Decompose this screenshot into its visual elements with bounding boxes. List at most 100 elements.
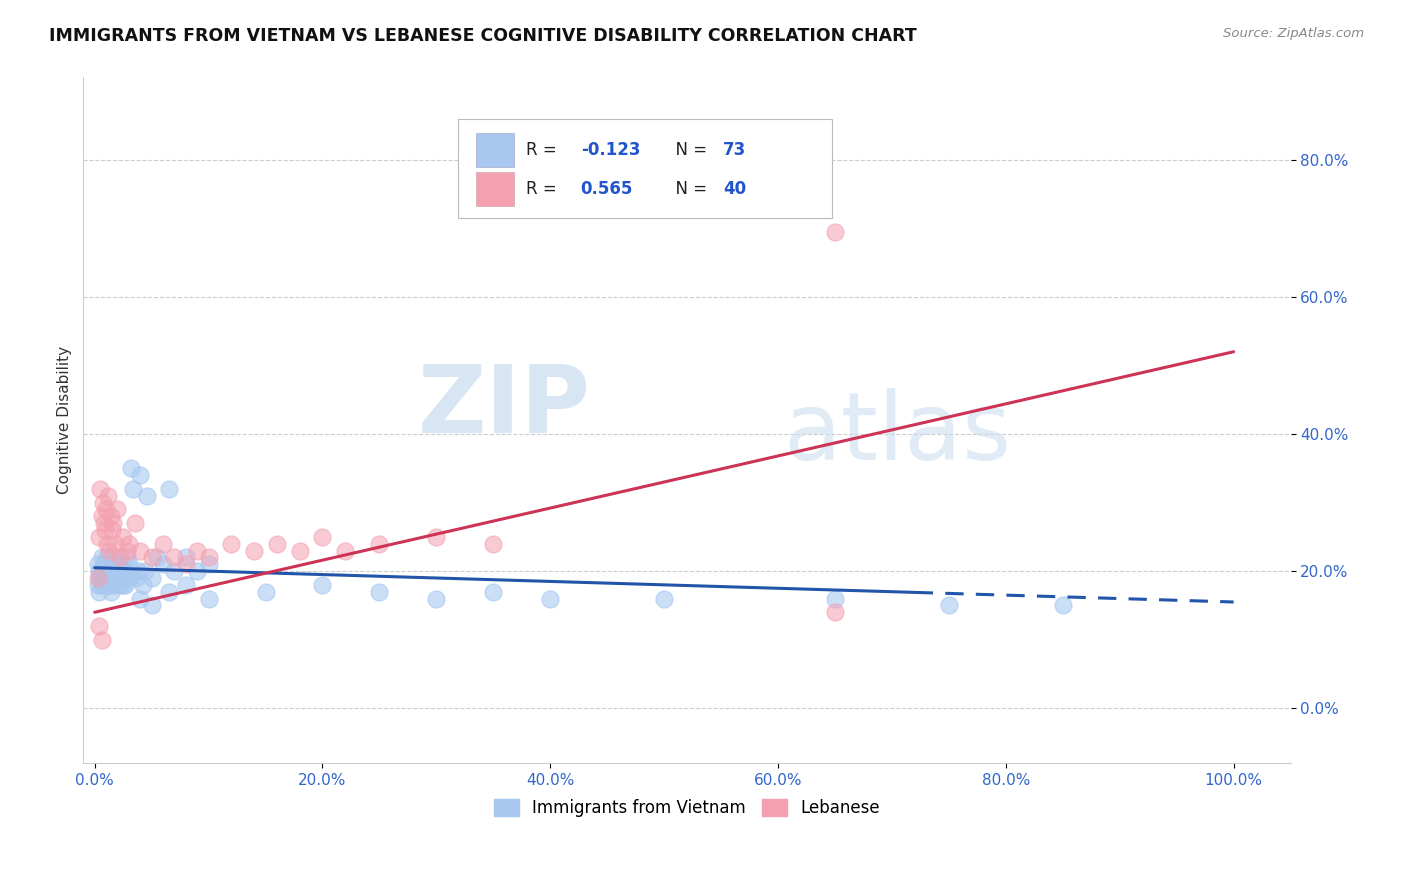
FancyBboxPatch shape	[475, 172, 515, 206]
FancyBboxPatch shape	[475, 133, 515, 167]
Point	[425, 591, 447, 606]
Point	[266, 537, 288, 551]
Point	[197, 558, 219, 572]
Point	[129, 591, 152, 606]
Point	[107, 571, 129, 585]
Point	[131, 578, 153, 592]
Point	[311, 578, 333, 592]
Point	[824, 591, 846, 606]
Point	[112, 564, 135, 578]
Point	[87, 558, 110, 572]
Point	[98, 543, 121, 558]
Point	[197, 591, 219, 606]
Point	[108, 578, 131, 592]
Point	[91, 495, 114, 509]
Point	[90, 550, 112, 565]
Point	[94, 571, 117, 585]
Point	[118, 571, 141, 585]
Point	[89, 619, 111, 633]
Point	[425, 530, 447, 544]
Point	[87, 578, 110, 592]
Point	[90, 578, 112, 592]
Point	[101, 516, 124, 530]
Point	[163, 550, 186, 565]
Text: N =: N =	[665, 141, 713, 159]
Point	[157, 482, 180, 496]
Point	[141, 571, 163, 585]
Point	[824, 225, 846, 239]
Point	[174, 558, 197, 572]
Point	[87, 571, 110, 585]
Legend: Immigrants from Vietnam, Lebanese: Immigrants from Vietnam, Lebanese	[486, 792, 887, 823]
Point	[98, 578, 121, 592]
Point	[97, 564, 120, 578]
Point	[101, 571, 124, 585]
Point	[482, 537, 505, 551]
Point	[118, 537, 141, 551]
Point	[111, 571, 134, 585]
Point	[652, 591, 675, 606]
Point	[221, 537, 243, 551]
Point	[136, 489, 159, 503]
Text: 73: 73	[723, 141, 747, 159]
Point	[157, 584, 180, 599]
Point	[152, 558, 174, 572]
Point	[90, 632, 112, 647]
Point	[89, 584, 111, 599]
Text: 0.565: 0.565	[581, 180, 633, 198]
Point	[100, 523, 122, 537]
Text: R =: R =	[526, 141, 562, 159]
Point	[134, 564, 156, 578]
Point	[254, 584, 277, 599]
Point	[91, 578, 114, 592]
Point	[97, 578, 120, 592]
Point	[197, 550, 219, 565]
Point	[174, 550, 197, 565]
Point	[141, 550, 163, 565]
Point	[93, 516, 115, 530]
Point	[152, 537, 174, 551]
Point	[104, 537, 127, 551]
Point	[115, 550, 138, 565]
Point	[89, 482, 111, 496]
Point	[96, 550, 118, 565]
Point	[186, 543, 208, 558]
Point	[124, 516, 146, 530]
Point	[90, 509, 112, 524]
Point	[94, 564, 117, 578]
Text: 40: 40	[723, 180, 747, 198]
Text: atlas: atlas	[783, 388, 1012, 480]
Point	[112, 530, 135, 544]
Point	[93, 571, 115, 585]
Point	[107, 558, 129, 572]
Point	[96, 537, 118, 551]
Point	[100, 558, 122, 572]
Point	[108, 550, 131, 565]
Point	[174, 578, 197, 592]
Point	[100, 571, 122, 585]
Point	[243, 543, 266, 558]
Point	[186, 564, 208, 578]
Point	[107, 564, 129, 578]
Point	[112, 558, 135, 572]
Point	[368, 584, 391, 599]
Point	[100, 509, 122, 524]
Point	[482, 584, 505, 599]
Point	[129, 468, 152, 483]
Point	[89, 530, 111, 544]
Point	[117, 571, 139, 585]
Point	[141, 599, 163, 613]
Point	[824, 605, 846, 619]
Point	[97, 489, 120, 503]
Point	[288, 543, 311, 558]
Point	[129, 543, 152, 558]
Point	[368, 537, 391, 551]
Point	[127, 564, 149, 578]
Point	[146, 550, 169, 565]
Point	[120, 461, 142, 475]
Point	[538, 591, 561, 606]
Point	[94, 571, 117, 585]
Point	[105, 571, 128, 585]
Point	[115, 543, 138, 558]
Point	[91, 564, 114, 578]
